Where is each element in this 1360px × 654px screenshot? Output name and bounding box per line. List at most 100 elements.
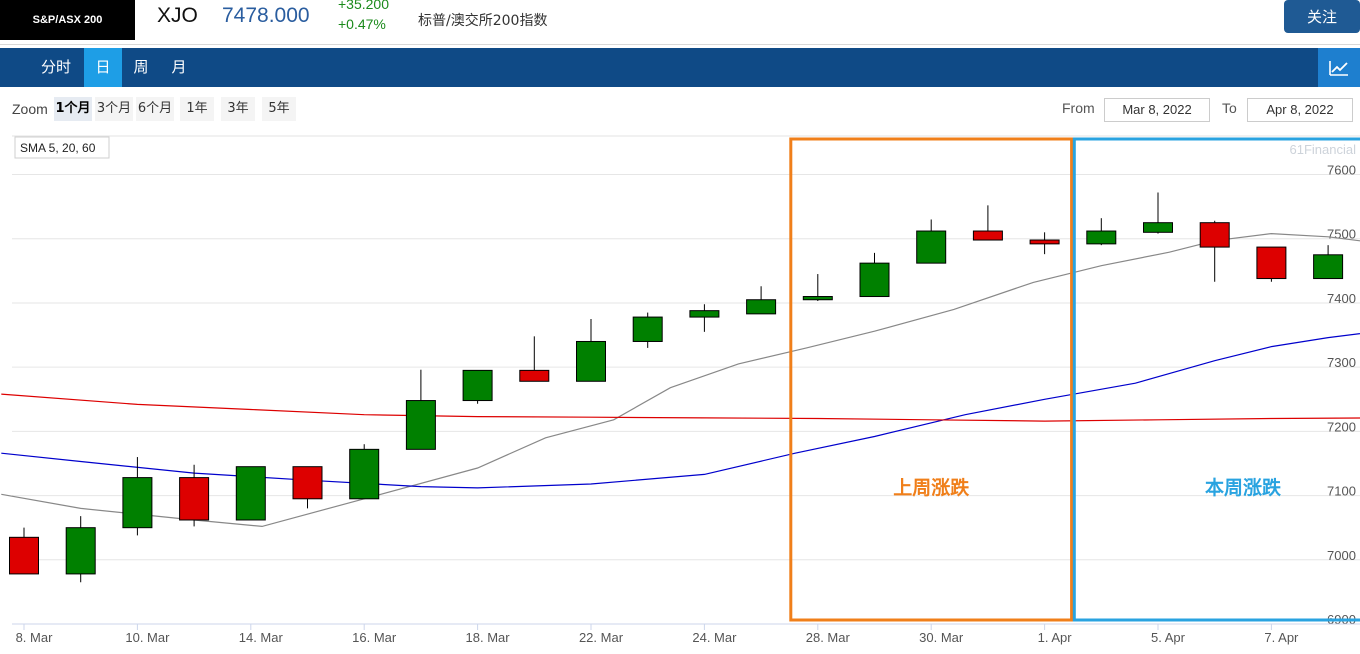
tab-intraday[interactable]: 分时 [40, 58, 71, 76]
candle-body [689, 310, 720, 318]
candle [916, 219, 947, 264]
candle [1199, 220, 1230, 282]
candle [689, 304, 720, 332]
range-toolbar: Zoom 1个月 3个月 6个月 1年 3年 5年 From Mar 8, 20… [0, 96, 1360, 124]
y-tick-label: 7600 [1327, 163, 1356, 178]
candle-body [462, 369, 493, 402]
x-tick-label: 14. Mar [239, 630, 284, 645]
from-date-input[interactable]: Mar 8, 2022 [1104, 98, 1210, 122]
candle [462, 369, 493, 404]
candle [859, 252, 890, 298]
change-value: +35.200 [338, 0, 389, 12]
x-tick-label: 28. Mar [806, 630, 851, 645]
from-label: From [1062, 100, 1095, 116]
quote-header: S&P/ASX 200 XJO 7478.000 +35.200 +0.47% … [0, 0, 1360, 45]
indicator-legend-box [14, 136, 110, 159]
candle [405, 369, 436, 450]
highlight-boxes: 上周涨跌 本周涨跌 [789, 137, 1360, 622]
candle [576, 319, 606, 382]
highlight-box-1 [789, 137, 1074, 622]
highlight-box-label-2: 本周涨跌 [1205, 476, 1282, 499]
zoom-3m-button[interactable]: 3个月 [95, 97, 133, 121]
highlight-box-2 [1072, 137, 1360, 622]
tab-monthly[interactable]: 月 [171, 58, 187, 76]
y-tick-label: 7200 [1327, 419, 1356, 434]
indicator-legend[interactable]: SMA 5, 20, 60 [14, 136, 110, 159]
symbol: XJO [157, 4, 198, 27]
tab-daily[interactable]: 日 [84, 48, 122, 87]
candle [519, 336, 550, 382]
candle [65, 516, 96, 583]
index-tag: S&P/ASX 200 [0, 0, 135, 40]
price-change: +35.200 +0.47% [338, 0, 389, 34]
tab-weekly[interactable]: 周 [133, 58, 149, 76]
x-tick-label: 18. Mar [466, 630, 511, 645]
candle-body [9, 536, 39, 575]
indicator-legend-label: SMA 5, 20, 60 [20, 141, 96, 155]
zoom-1y-button[interactable]: 1年 [180, 97, 214, 121]
candle-body [1143, 222, 1173, 233]
candle [1313, 245, 1344, 280]
candle [9, 527, 39, 575]
x-tick-label: 1. Apr [1038, 630, 1073, 645]
x-axis: 8. Mar 10. Mar 14. Mar 16. Mar 18. Mar 22. Ma… [12, 623, 1360, 645]
sma-20-line [1, 333, 1360, 489]
x-tick-label: 7. Apr [1264, 630, 1299, 645]
candle-body [859, 262, 890, 298]
candle-body [1086, 230, 1117, 245]
candle-body [349, 448, 380, 500]
y-tick-label: 7100 [1327, 484, 1356, 499]
candle-body [65, 527, 96, 575]
candle [179, 464, 210, 527]
candle [802, 274, 833, 302]
candle-body [122, 477, 153, 529]
candle [122, 457, 153, 536]
candle [349, 444, 380, 500]
candle-body [1199, 222, 1230, 248]
candle-body [746, 299, 777, 315]
candle [235, 466, 266, 521]
y-tick-label: 7300 [1327, 355, 1356, 370]
last-price: 7478.000 [222, 4, 310, 27]
zoom-6m-button[interactable]: 6个月 [136, 97, 174, 121]
x-tick-label: 22. Mar [579, 630, 624, 645]
highlight-box-label-1: 上周涨跌 [893, 476, 970, 499]
follow-button[interactable]: 关注 [1284, 0, 1360, 33]
candle-body [292, 466, 323, 500]
grid-lines [12, 174, 1360, 625]
candle [1143, 192, 1173, 234]
candle-body [519, 369, 550, 382]
line-chart-icon[interactable] [1318, 48, 1360, 87]
candle [292, 466, 323, 509]
zoom-5y-button[interactable]: 5年 [262, 97, 296, 121]
x-tick-label: 10. Mar [125, 630, 170, 645]
candle-body [179, 477, 210, 521]
y-tick-label: 7000 [1327, 548, 1356, 563]
candles [9, 192, 1344, 583]
candle-body [972, 230, 1003, 241]
candle-body [576, 340, 606, 382]
candle-body [802, 296, 833, 301]
y-tick-label: 7400 [1327, 291, 1356, 306]
x-tick-label: 30. Mar [919, 630, 964, 645]
to-label: To [1222, 100, 1237, 116]
candle-body [235, 466, 266, 521]
candle-body [405, 400, 436, 450]
candle [972, 205, 1003, 241]
zoom-label: Zoom [12, 101, 48, 117]
candle [1029, 232, 1060, 255]
zoom-3y-button[interactable]: 3年 [221, 97, 255, 121]
candle [746, 286, 777, 315]
watermark: 61Financial [1290, 142, 1357, 157]
zoom-1m-button[interactable]: 1个月 [54, 97, 92, 121]
period-tabs-bar: 分时 日 周 月 [0, 48, 1360, 87]
candle [632, 312, 663, 348]
change-percent: +0.47% [338, 16, 386, 32]
to-date-input[interactable]: Apr 8, 2022 [1247, 98, 1353, 122]
x-tick-label: 24. Mar [692, 630, 737, 645]
candle [1086, 218, 1117, 246]
candle-body [1029, 239, 1060, 245]
candle-body [1256, 246, 1287, 280]
